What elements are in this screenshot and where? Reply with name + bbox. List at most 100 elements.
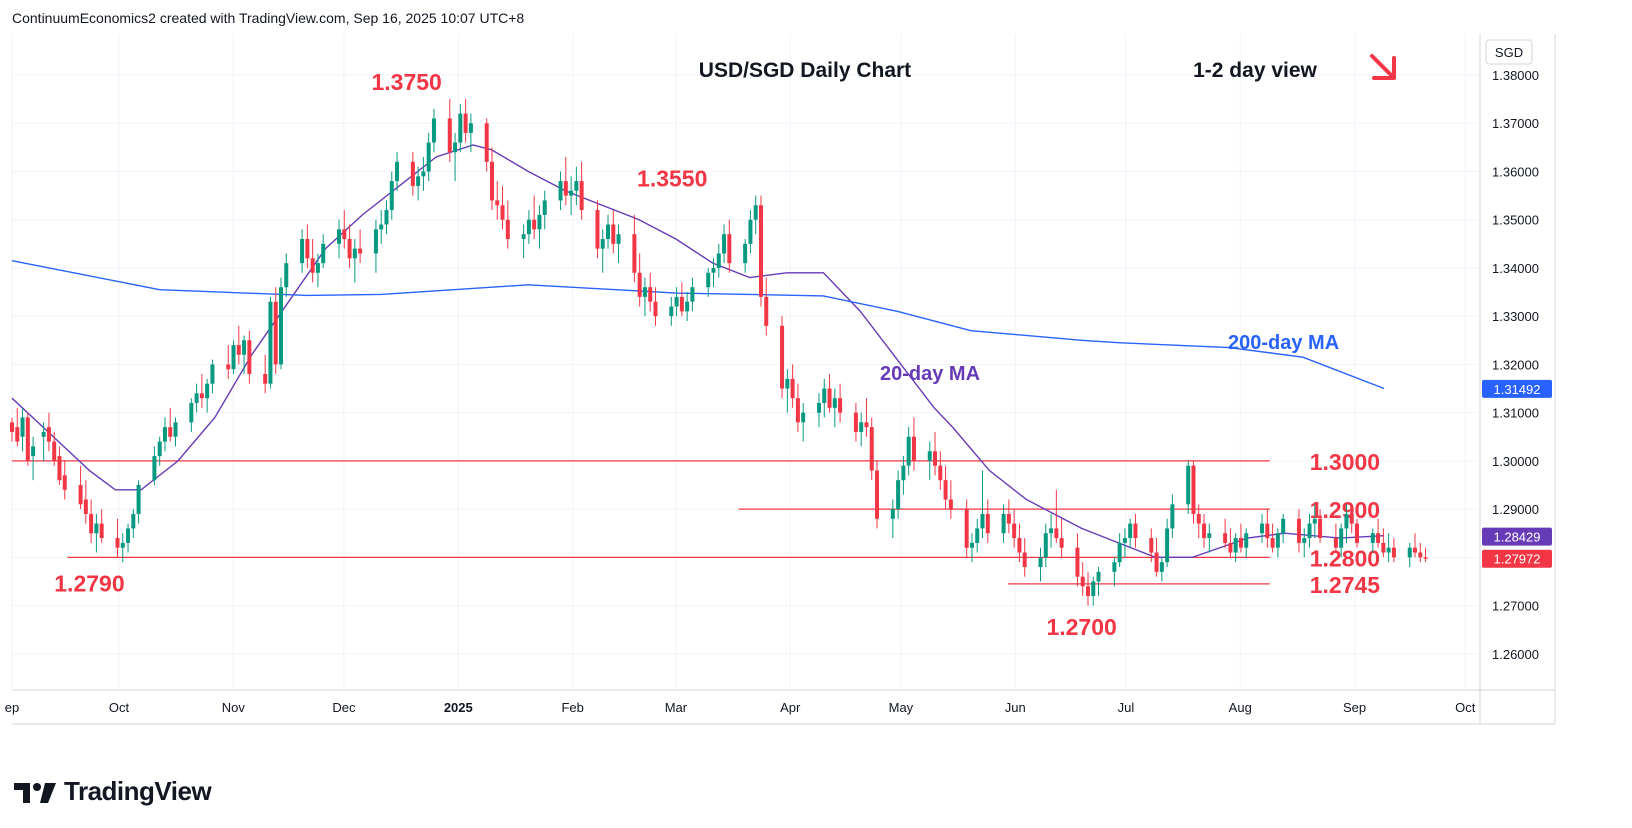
candle-body (1112, 562, 1117, 572)
candle-body (1080, 576, 1085, 587)
candle-body (611, 224, 616, 244)
candle-body (468, 123, 473, 133)
candle-body (785, 378, 790, 389)
candle-body (1096, 571, 1101, 582)
y-tick-label: 1.29000 (1492, 502, 1539, 517)
candle-body (25, 417, 30, 461)
candle-body (616, 234, 621, 244)
y-tick-label: 1.27000 (1492, 599, 1539, 614)
candle-body (131, 513, 136, 529)
candle-body (337, 229, 342, 244)
candle-body (669, 306, 674, 317)
candle-body (1312, 518, 1317, 524)
candle-body (305, 239, 310, 259)
candle-body (790, 378, 795, 399)
candle-body (52, 441, 57, 461)
candle-body (1207, 533, 1212, 539)
candle-body (532, 219, 537, 230)
x-tick-label: Jul (1118, 700, 1135, 715)
price-tag-box (1482, 379, 1552, 398)
candle-body (574, 181, 579, 191)
candle-body (273, 301, 278, 365)
candle-body (41, 431, 46, 437)
candle-body (537, 214, 542, 230)
candle-body (194, 393, 199, 403)
candle-body (748, 219, 753, 244)
candle-body (231, 345, 236, 370)
candle-body (421, 171, 426, 177)
candle-body (205, 383, 210, 399)
candle-body (57, 456, 62, 481)
candle-body (1022, 552, 1027, 567)
candle-body (284, 263, 289, 288)
candle-body (89, 513, 94, 534)
candle-body (569, 190, 574, 196)
candle-body (389, 181, 394, 211)
candle-body (157, 441, 162, 457)
brand[interactable]: TradingView (12, 776, 212, 807)
candle-body (711, 267, 716, 273)
chart-header: ContinuumEconomics2 created with Trading… (12, 10, 525, 26)
candle-body (764, 296, 769, 326)
y-tick-label: 1.30000 (1492, 454, 1539, 469)
price-label: 1.3750 (371, 69, 441, 95)
candle-body (674, 296, 679, 307)
ma200-label: 200-day MA (1228, 332, 1339, 354)
candle-body (816, 403, 821, 413)
price-label: 1.2790 (54, 570, 124, 596)
candle-body (1281, 518, 1286, 534)
candle-body (210, 364, 215, 384)
candle-body (595, 210, 600, 249)
candle-body (906, 436, 911, 466)
chart-subtitle: 1-2 day view (1193, 59, 1317, 82)
candle-body (727, 234, 732, 264)
plot-area (12, 34, 1480, 690)
candle-body (1244, 533, 1249, 548)
price-label: 1.3550 (637, 165, 707, 191)
x-tick-label: Oct (1455, 700, 1476, 715)
price-tag-label: 1.28429 (1494, 530, 1541, 545)
y-tick-label: 1.32000 (1492, 357, 1539, 372)
candle-body (342, 229, 347, 239)
candle-body (1302, 538, 1307, 543)
candle-body (690, 287, 695, 302)
candle-body (1344, 513, 1349, 529)
candle-body (1133, 523, 1138, 539)
price-tag-label: 1.31492 (1494, 382, 1541, 397)
candle-body (358, 248, 363, 254)
candle-body (347, 239, 352, 259)
candle-body (795, 398, 800, 423)
y-tick-label: 1.35000 (1492, 213, 1539, 228)
candle-body (1307, 523, 1312, 539)
x-tick-label: Nov (222, 700, 246, 715)
candle-body (579, 181, 584, 211)
candle-body (1170, 504, 1175, 529)
candle-body (869, 427, 874, 471)
ma200-line (11, 260, 1385, 390)
candle-body (15, 427, 20, 442)
candle-body (1159, 562, 1164, 572)
candle-body (1339, 528, 1344, 548)
candle-body (1191, 465, 1196, 514)
candle-body (126, 528, 131, 543)
candle-body (453, 142, 458, 153)
x-tick-label: Feb (561, 700, 583, 715)
price-tag-label: 1.27972 (1494, 552, 1541, 567)
candle-body (1006, 513, 1011, 524)
candle-body (1238, 538, 1243, 548)
candle-body (911, 436, 916, 461)
candle-body (526, 219, 531, 235)
level-label: 1.3000 (1310, 449, 1380, 475)
candle-body (975, 528, 980, 543)
candle-body (780, 325, 785, 389)
candle-body (1333, 538, 1338, 548)
candle-body (1265, 523, 1270, 539)
candle-body (753, 205, 758, 220)
ma20-label: 20-day MA (880, 363, 980, 385)
x-tick-label: Aug (1229, 700, 1252, 715)
price-tag-box (1482, 549, 1552, 568)
candle-body (606, 224, 611, 239)
candle-body (489, 161, 494, 201)
candle-body (321, 243, 326, 264)
